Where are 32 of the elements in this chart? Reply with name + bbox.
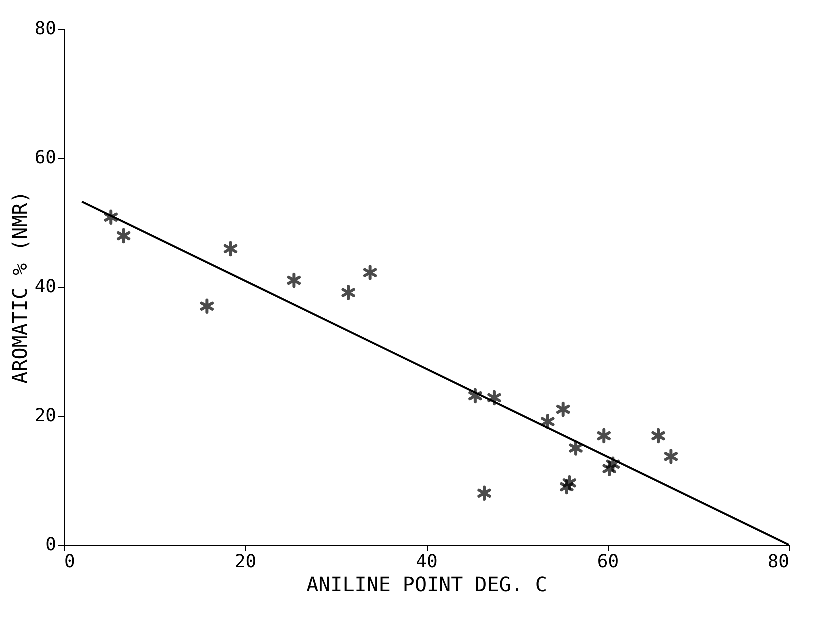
point [560, 479, 574, 495]
point [541, 414, 555, 430]
point [562, 475, 577, 491]
point [597, 428, 611, 444]
x-tick-label: 60 [597, 552, 620, 572]
point [287, 272, 302, 288]
x-tick-label: 80 [768, 552, 790, 572]
point [556, 402, 570, 418]
x-tick-label: 40 [416, 552, 438, 572]
point [488, 390, 502, 406]
point [116, 228, 131, 244]
y-tick-label: 0 [46, 534, 56, 556]
point [664, 449, 678, 464]
point [606, 456, 620, 472]
y-axis-title: AROMATIC % (NMR) [8, 191, 32, 384]
point [224, 241, 238, 257]
x-tick-label: 20 [234, 552, 257, 572]
point [342, 285, 356, 300]
y-tick-label: 80 [34, 18, 56, 40]
y-tick-label: 20 [34, 406, 56, 426]
point [602, 461, 616, 477]
point [363, 265, 378, 280]
y-tick-label: 40 [34, 276, 56, 298]
point [569, 440, 583, 456]
point [104, 210, 118, 225]
x-axis-title: ANILINE POINT DEG. C [306, 572, 548, 596]
x-tick-label: 0 [64, 552, 76, 572]
point [478, 486, 492, 502]
point [652, 428, 666, 444]
point [468, 388, 482, 404]
y-tick-label: 60 [34, 148, 56, 168]
point [200, 298, 214, 314]
